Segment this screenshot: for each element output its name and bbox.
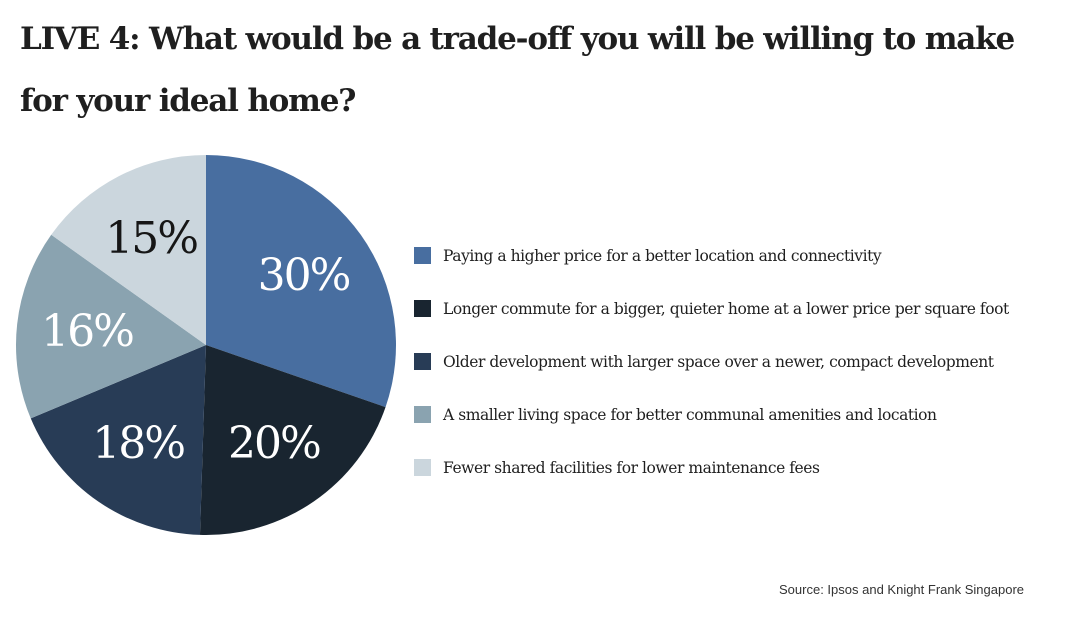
legend-swatch <box>414 353 431 370</box>
legend-label: Paying a higher price for a better locat… <box>443 246 882 265</box>
pie-slice-5 <box>51 155 207 345</box>
pie-slices <box>15 155 396 535</box>
legend-item: Fewer shared facilities for lower mainte… <box>414 441 1009 494</box>
chart-title: LIVE 4: What would be a trade-off you wi… <box>20 21 1015 119</box>
legend-item: Longer commute for a bigger, quieter hom… <box>414 282 1009 335</box>
pie-slice-value-label: 30% <box>258 250 350 301</box>
pie-slice-2 <box>199 345 386 535</box>
legend-swatch <box>414 459 431 476</box>
legend-swatch <box>414 406 431 423</box>
pie-slice-value-label: 16% <box>41 306 133 357</box>
pie-slice-value-label: 15% <box>105 213 197 264</box>
chart-legend: Paying a higher price for a better locat… <box>414 229 1009 494</box>
legend-label: Longer commute for a bigger, quieter hom… <box>443 299 1009 318</box>
source-note: Source: Ipsos and Knight Frank Singapore <box>779 582 1024 597</box>
pie-slice-1 <box>206 155 396 408</box>
legend-label: Older development with larger space over… <box>443 352 994 371</box>
pie-slice-value-label: 18% <box>92 418 184 469</box>
legend-swatch <box>414 300 431 317</box>
pie-slice-3 <box>30 345 206 535</box>
pie-slice-4 <box>15 234 207 419</box>
pie-slice-value-label: 20% <box>228 418 320 469</box>
legend-item: A smaller living space for better commun… <box>414 388 1009 441</box>
legend-item: Older development with larger space over… <box>414 335 1009 388</box>
legend-label: A smaller living space for better commun… <box>443 405 937 424</box>
legend-item: Paying a higher price for a better locat… <box>414 229 1009 282</box>
pie-value-labels: 30% 20% 18% 16% 15% <box>41 213 351 469</box>
legend-label: Fewer shared facilities for lower mainte… <box>443 458 820 477</box>
legend-swatch <box>414 247 431 264</box>
